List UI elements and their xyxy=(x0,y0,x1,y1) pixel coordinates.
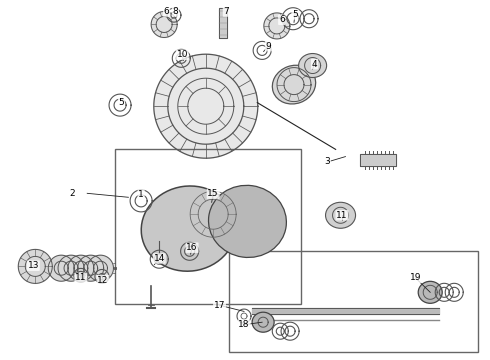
Text: 6: 6 xyxy=(164,7,170,16)
Text: 18: 18 xyxy=(238,320,250,329)
Text: 15: 15 xyxy=(207,189,219,198)
Text: 6: 6 xyxy=(279,15,285,24)
Polygon shape xyxy=(264,13,290,39)
Ellipse shape xyxy=(325,202,356,228)
Text: 2: 2 xyxy=(70,189,75,198)
Text: 10: 10 xyxy=(176,50,188,59)
Bar xyxy=(219,8,227,39)
Text: 1: 1 xyxy=(138,190,144,199)
Text: 11: 11 xyxy=(336,211,348,220)
Text: 5: 5 xyxy=(292,10,298,19)
Polygon shape xyxy=(58,255,84,281)
Text: 9: 9 xyxy=(266,42,271,51)
Ellipse shape xyxy=(141,186,236,271)
Text: 4: 4 xyxy=(312,60,318,69)
Ellipse shape xyxy=(272,65,316,104)
Text: 13: 13 xyxy=(27,261,39,270)
Polygon shape xyxy=(154,54,258,158)
Text: 12: 12 xyxy=(97,276,109,285)
Bar xyxy=(229,251,478,352)
Polygon shape xyxy=(48,255,74,281)
Bar xyxy=(115,149,301,304)
Polygon shape xyxy=(18,249,52,283)
Text: 3: 3 xyxy=(324,158,330,166)
Ellipse shape xyxy=(252,312,274,332)
Ellipse shape xyxy=(209,185,286,257)
Ellipse shape xyxy=(298,54,327,77)
Text: 7: 7 xyxy=(223,7,229,16)
Text: 11: 11 xyxy=(75,274,87,282)
Text: 14: 14 xyxy=(153,254,165,263)
Bar xyxy=(360,154,396,166)
Ellipse shape xyxy=(418,281,442,303)
Text: 17: 17 xyxy=(214,301,225,310)
Polygon shape xyxy=(77,255,104,281)
Text: 5: 5 xyxy=(119,98,124,107)
Polygon shape xyxy=(68,255,94,281)
Polygon shape xyxy=(87,255,114,281)
Text: 16: 16 xyxy=(186,243,198,252)
Polygon shape xyxy=(151,12,177,37)
Text: 19: 19 xyxy=(410,274,421,282)
Text: 8: 8 xyxy=(172,7,178,16)
